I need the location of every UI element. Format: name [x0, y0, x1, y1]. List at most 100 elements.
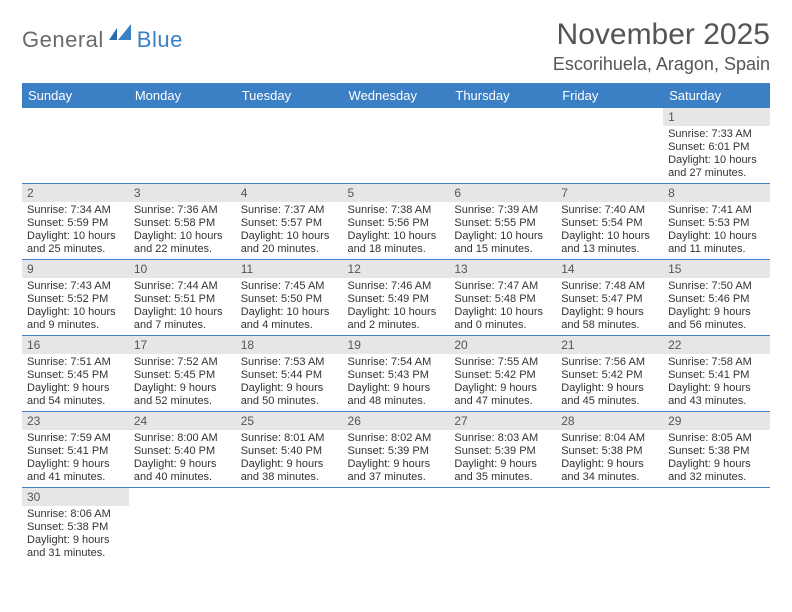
sunset-text: Sunset: 5:39 PM — [348, 445, 445, 458]
day-number: 24 — [129, 412, 236, 430]
calendar-cell — [22, 108, 129, 184]
day-number: 2 — [22, 184, 129, 202]
month-title: November 2025 — [553, 18, 770, 52]
day-number: 29 — [663, 412, 770, 430]
calendar-week-row: 9Sunrise: 7:43 AMSunset: 5:52 PMDaylight… — [22, 260, 770, 336]
day-number: 3 — [129, 184, 236, 202]
day-number: 23 — [22, 412, 129, 430]
daylight-text: Daylight: 9 hours and 52 minutes. — [134, 382, 231, 408]
sunset-text: Sunset: 5:38 PM — [668, 445, 765, 458]
day-header: Monday — [129, 83, 236, 108]
calendar-cell: 18Sunrise: 7:53 AMSunset: 5:44 PMDayligh… — [236, 336, 343, 412]
calendar-cell: 8Sunrise: 7:41 AMSunset: 5:53 PMDaylight… — [663, 184, 770, 260]
day-number — [343, 108, 450, 112]
day-details: Sunrise: 8:01 AMSunset: 5:40 PMDaylight:… — [236, 430, 343, 487]
calendar-cell: 10Sunrise: 7:44 AMSunset: 5:51 PMDayligh… — [129, 260, 236, 336]
day-number — [343, 488, 450, 492]
daylight-text: Daylight: 10 hours and 27 minutes. — [668, 154, 765, 180]
sunset-text: Sunset: 5:41 PM — [27, 445, 124, 458]
logo-text-blue: Blue — [137, 27, 183, 53]
sunset-text: Sunset: 5:40 PM — [134, 445, 231, 458]
day-number: 18 — [236, 336, 343, 354]
daylight-text: Daylight: 9 hours and 48 minutes. — [348, 382, 445, 408]
calendar-week-row: 2Sunrise: 7:34 AMSunset: 5:59 PMDaylight… — [22, 184, 770, 260]
day-details: Sunrise: 7:37 AMSunset: 5:57 PMDaylight:… — [236, 202, 343, 259]
day-number — [663, 488, 770, 492]
sunrise-text: Sunrise: 7:37 AM — [241, 204, 338, 217]
sunrise-text: Sunrise: 7:55 AM — [454, 356, 551, 369]
sunset-text: Sunset: 5:47 PM — [561, 293, 658, 306]
daylight-text: Daylight: 9 hours and 56 minutes. — [668, 306, 765, 332]
daylight-text: Daylight: 9 hours and 31 minutes. — [27, 534, 124, 560]
calendar-cell: 29Sunrise: 8:05 AMSunset: 5:38 PMDayligh… — [663, 412, 770, 488]
day-details: Sunrise: 7:58 AMSunset: 5:41 PMDaylight:… — [663, 354, 770, 411]
logo-flag-icon — [109, 24, 135, 45]
sunset-text: Sunset: 5:45 PM — [27, 369, 124, 382]
daylight-text: Daylight: 10 hours and 2 minutes. — [348, 306, 445, 332]
day-details: Sunrise: 7:43 AMSunset: 5:52 PMDaylight:… — [22, 278, 129, 335]
day-number: 22 — [663, 336, 770, 354]
day-header: Thursday — [449, 83, 556, 108]
day-number: 11 — [236, 260, 343, 278]
title-block: November 2025 Escorihuela, Aragon, Spain — [553, 18, 770, 75]
day-details: Sunrise: 7:48 AMSunset: 5:47 PMDaylight:… — [556, 278, 663, 335]
sunrise-text: Sunrise: 7:53 AM — [241, 356, 338, 369]
sunset-text: Sunset: 5:55 PM — [454, 217, 551, 230]
day-number — [556, 488, 663, 492]
daylight-text: Daylight: 10 hours and 11 minutes. — [668, 230, 765, 256]
daylight-text: Daylight: 9 hours and 32 minutes. — [668, 458, 765, 484]
calendar-cell: 11Sunrise: 7:45 AMSunset: 5:50 PMDayligh… — [236, 260, 343, 336]
sunset-text: Sunset: 5:41 PM — [668, 369, 765, 382]
day-details: Sunrise: 7:47 AMSunset: 5:48 PMDaylight:… — [449, 278, 556, 335]
day-header: Sunday — [22, 83, 129, 108]
daylight-text: Daylight: 9 hours and 54 minutes. — [27, 382, 124, 408]
sunset-text: Sunset: 5:46 PM — [668, 293, 765, 306]
day-number — [449, 108, 556, 112]
calendar-cell — [129, 488, 236, 564]
day-details: Sunrise: 7:53 AMSunset: 5:44 PMDaylight:… — [236, 354, 343, 411]
day-number — [236, 108, 343, 112]
day-number: 26 — [343, 412, 450, 430]
day-number: 30 — [22, 488, 129, 506]
calendar-cell: 15Sunrise: 7:50 AMSunset: 5:46 PMDayligh… — [663, 260, 770, 336]
calendar-cell: 6Sunrise: 7:39 AMSunset: 5:55 PMDaylight… — [449, 184, 556, 260]
sunset-text: Sunset: 5:52 PM — [27, 293, 124, 306]
daylight-text: Daylight: 9 hours and 41 minutes. — [27, 458, 124, 484]
daylight-text: Daylight: 9 hours and 35 minutes. — [454, 458, 551, 484]
calendar-body: 1Sunrise: 7:33 AMSunset: 6:01 PMDaylight… — [22, 108, 770, 563]
calendar-week-row: 1Sunrise: 7:33 AMSunset: 6:01 PMDaylight… — [22, 108, 770, 184]
day-details: Sunrise: 8:02 AMSunset: 5:39 PMDaylight:… — [343, 430, 450, 487]
calendar-cell: 12Sunrise: 7:46 AMSunset: 5:49 PMDayligh… — [343, 260, 450, 336]
calendar-cell: 25Sunrise: 8:01 AMSunset: 5:40 PMDayligh… — [236, 412, 343, 488]
day-header: Wednesday — [343, 83, 450, 108]
day-number: 6 — [449, 184, 556, 202]
calendar-cell: 24Sunrise: 8:00 AMSunset: 5:40 PMDayligh… — [129, 412, 236, 488]
calendar-cell — [449, 108, 556, 184]
sunrise-text: Sunrise: 7:47 AM — [454, 280, 551, 293]
calendar-cell: 22Sunrise: 7:58 AMSunset: 5:41 PMDayligh… — [663, 336, 770, 412]
calendar-week-row: 30Sunrise: 8:06 AMSunset: 5:38 PMDayligh… — [22, 488, 770, 564]
logo-text-general: General — [22, 27, 104, 53]
calendar-cell — [343, 108, 450, 184]
calendar-cell — [663, 488, 770, 564]
day-details: Sunrise: 7:44 AMSunset: 5:51 PMDaylight:… — [129, 278, 236, 335]
calendar-cell: 2Sunrise: 7:34 AMSunset: 5:59 PMDaylight… — [22, 184, 129, 260]
day-number: 1 — [663, 108, 770, 126]
daylight-text: Daylight: 10 hours and 7 minutes. — [134, 306, 231, 332]
calendar-cell — [129, 108, 236, 184]
daylight-text: Daylight: 10 hours and 18 minutes. — [348, 230, 445, 256]
sunrise-text: Sunrise: 7:40 AM — [561, 204, 658, 217]
day-number: 25 — [236, 412, 343, 430]
calendar-cell: 14Sunrise: 7:48 AMSunset: 5:47 PMDayligh… — [556, 260, 663, 336]
sunrise-text: Sunrise: 7:52 AM — [134, 356, 231, 369]
sunset-text: Sunset: 5:51 PM — [134, 293, 231, 306]
sunset-text: Sunset: 5:58 PM — [134, 217, 231, 230]
calendar-cell: 4Sunrise: 7:37 AMSunset: 5:57 PMDaylight… — [236, 184, 343, 260]
sunset-text: Sunset: 5:50 PM — [241, 293, 338, 306]
sunset-text: Sunset: 5:49 PM — [348, 293, 445, 306]
day-number: 17 — [129, 336, 236, 354]
calendar-cell: 9Sunrise: 7:43 AMSunset: 5:52 PMDaylight… — [22, 260, 129, 336]
day-details: Sunrise: 8:04 AMSunset: 5:38 PMDaylight:… — [556, 430, 663, 487]
daylight-text: Daylight: 10 hours and 0 minutes. — [454, 306, 551, 332]
day-number — [22, 108, 129, 112]
